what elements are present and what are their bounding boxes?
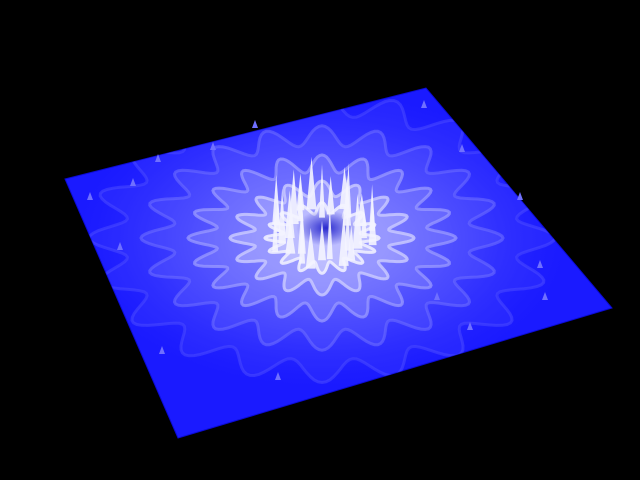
spike <box>319 164 325 218</box>
bump <box>542 292 548 300</box>
bump <box>537 260 543 268</box>
spike <box>288 169 299 225</box>
spike <box>306 156 317 210</box>
surface-pattern <box>72 90 572 390</box>
spike <box>347 225 356 261</box>
bump <box>155 154 161 162</box>
bump <box>467 322 473 330</box>
spike <box>318 220 326 261</box>
spike <box>369 184 376 231</box>
spike <box>326 176 335 215</box>
spike <box>305 227 316 269</box>
bump <box>159 346 165 354</box>
spike <box>296 173 305 211</box>
bump <box>210 142 216 150</box>
bump <box>130 178 136 186</box>
bump <box>459 144 465 152</box>
bump <box>87 192 93 200</box>
spike <box>352 193 363 249</box>
bump <box>517 192 523 200</box>
bump <box>117 242 123 250</box>
bump <box>421 100 427 108</box>
spike <box>356 193 367 227</box>
stray-bumps <box>87 100 548 380</box>
bump <box>252 120 258 128</box>
spike <box>272 174 281 225</box>
spike <box>338 214 349 266</box>
bump <box>275 372 281 380</box>
spike <box>297 202 306 254</box>
spike <box>326 205 333 260</box>
spike <box>343 175 352 226</box>
bump <box>434 292 440 300</box>
